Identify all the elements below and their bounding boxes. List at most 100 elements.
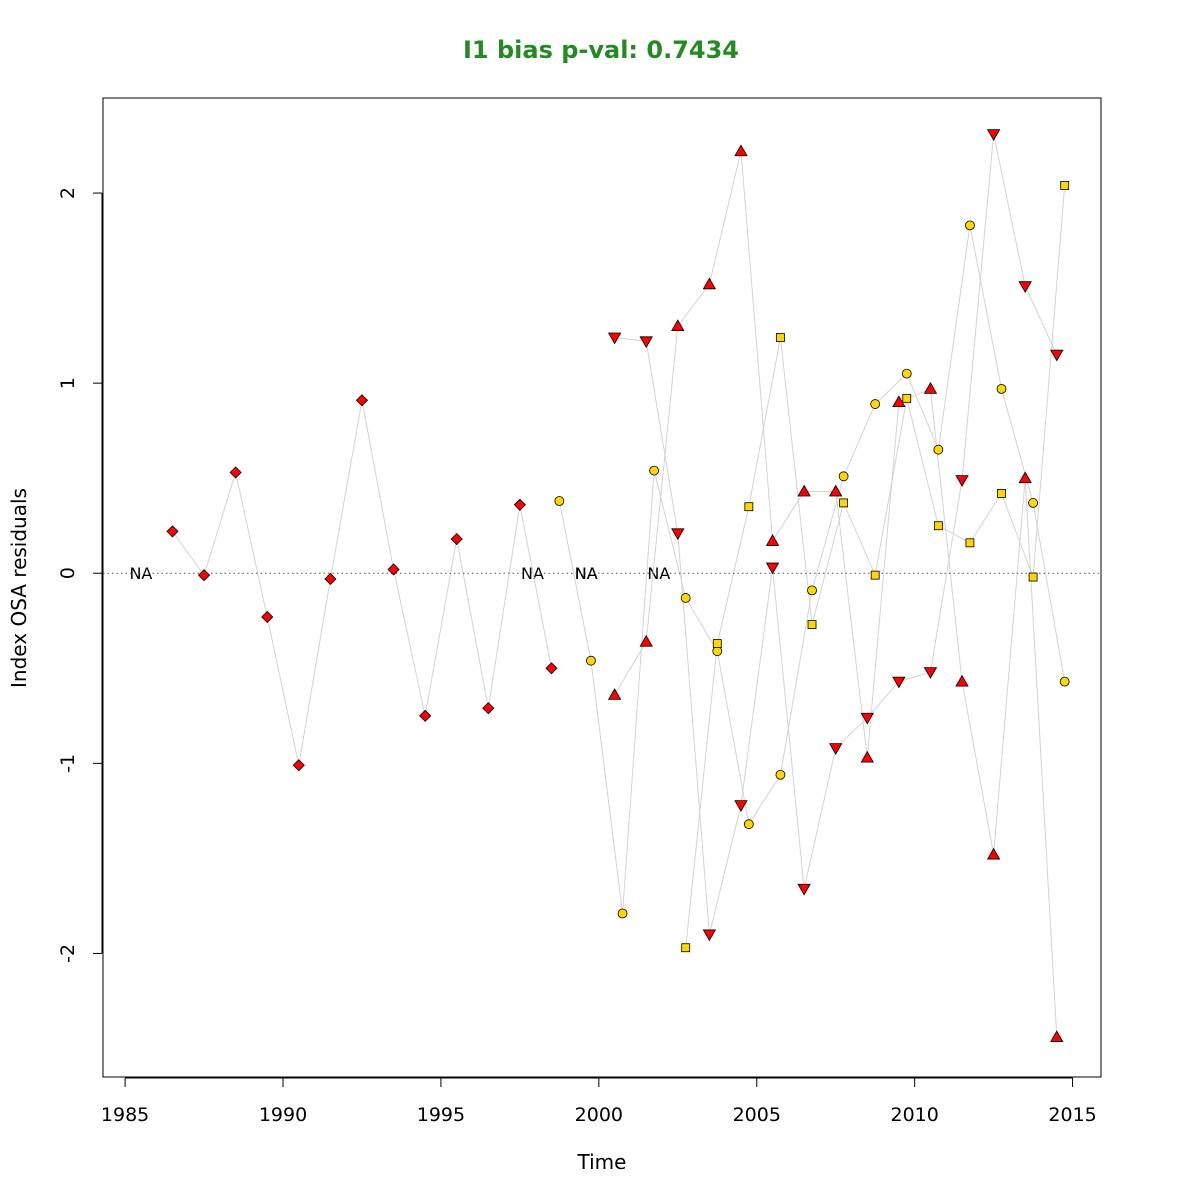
data-point-triangle-up (765, 534, 780, 546)
data-point-triangle-up (1050, 1030, 1064, 1042)
data-point-triangle-up (639, 634, 653, 647)
data-point-triangle-up (734, 144, 748, 157)
data-point-triangle-down (607, 332, 622, 345)
series-connector-circle (558, 225, 1066, 914)
data-point-triangle-down (1050, 349, 1064, 362)
data-point-square (870, 570, 880, 580)
data-point-triangle-up (892, 395, 906, 408)
data-point-diamond (229, 466, 242, 479)
data-point-triangle-up (955, 674, 969, 687)
data-point-square (807, 620, 817, 629)
x-axis-title: Time (577, 1150, 627, 1174)
data-point-triangle-down (923, 667, 938, 679)
data-point-diamond (292, 759, 305, 772)
data-point-circle (933, 444, 944, 455)
series-connector-diamond (172, 400, 552, 766)
data-point-triangle-down (639, 336, 653, 349)
data-point-circle (996, 383, 1007, 394)
data-point-square (965, 538, 975, 548)
data-point-triangle-down (860, 712, 874, 725)
data-point-circle (807, 585, 817, 596)
data-point-triangle-down (765, 562, 780, 575)
data-point-diamond (419, 709, 432, 722)
y-tick-label: 1 (57, 377, 79, 389)
data-point-diamond (324, 572, 337, 586)
y-axis: -2 -1 0 1 2 (57, 187, 103, 963)
data-point-square (902, 393, 912, 403)
data-point-square (1028, 572, 1038, 582)
y-tick-label: -1 (57, 754, 79, 773)
data-point-circle (870, 399, 881, 409)
data-point-triangle-up (797, 484, 811, 497)
y-tick-label: -2 (57, 944, 79, 963)
data-point-diamond (387, 563, 400, 576)
data-point-triangle-up (860, 750, 874, 763)
data-point-triangle-down (702, 929, 717, 942)
data-point-triangle-up (607, 688, 622, 700)
data-point-triangle-down (829, 743, 843, 755)
data-point-triangle-up (1018, 471, 1032, 484)
data-point-square (776, 333, 785, 342)
x-tick-label: 1990 (259, 1104, 307, 1126)
chart-title: I1 bias p-val: 0.7434 (463, 36, 739, 64)
data-point-circle (1059, 676, 1070, 687)
data-point-square (744, 502, 754, 512)
data-point-triangle-down (734, 800, 748, 812)
data-point-circle (554, 496, 565, 506)
data-point-diamond (513, 498, 526, 511)
data-point-circle (838, 471, 849, 482)
data-point-triangle-up (829, 484, 843, 497)
data-points (166, 129, 1070, 1042)
data-point-triangle-down (671, 528, 685, 541)
data-point-square (712, 639, 722, 648)
series-connector-square (685, 185, 1066, 948)
data-point-diamond (355, 394, 369, 407)
x-tick-label: 2010 (890, 1104, 938, 1126)
data-point-circle (649, 465, 660, 476)
na-label: NA (129, 564, 152, 583)
data-point-square (681, 943, 691, 953)
data-point-circle (712, 646, 723, 657)
data-point-circle (743, 819, 754, 830)
data-point-triangle-up (702, 277, 717, 290)
data-point-triangle-up (671, 319, 685, 332)
na-label: NA (521, 564, 544, 583)
data-point-triangle-down (892, 676, 906, 689)
data-point-circle (775, 769, 786, 780)
series-connector-triangle-up (614, 151, 1058, 1038)
data-point-circle (617, 908, 628, 919)
data-point-circle (965, 220, 975, 231)
data-point-diamond (450, 532, 463, 546)
na-label: NA (575, 564, 598, 583)
y-tick-label: 2 (57, 187, 79, 199)
data-point-square (1060, 181, 1070, 190)
data-point-triangle-up (986, 847, 1001, 860)
x-tick-label: 2000 (575, 1104, 623, 1126)
data-point-triangle-down (955, 475, 969, 487)
na-label: NA (575, 564, 598, 583)
data-point-diamond (197, 569, 211, 582)
y-axis-title: Index OSA residuals (7, 488, 31, 688)
connector-lines (172, 134, 1066, 1038)
plot-frame (102, 97, 1102, 1078)
data-point-circle (1028, 498, 1038, 508)
data-point-square (933, 521, 943, 531)
data-point-square (997, 489, 1006, 498)
x-axis: 1985 1990 1995 2000 2005 2010 2015 (101, 1077, 1097, 1126)
data-point-triangle-down (986, 129, 1001, 141)
x-tick-label: 1985 (101, 1104, 149, 1126)
data-point-triangle-up (923, 382, 938, 394)
y-tick-label: 0 (57, 567, 79, 579)
data-point-circle (680, 593, 691, 603)
data-point-diamond (261, 610, 274, 624)
data-point-triangle-down (1018, 281, 1032, 294)
data-point-triangle-down (797, 883, 811, 896)
data-point-circle (586, 655, 596, 666)
x-tick-label: 1995 (417, 1104, 465, 1126)
data-point-circle (901, 368, 912, 379)
x-tick-label: 2015 (1048, 1104, 1096, 1126)
data-point-diamond (545, 662, 558, 675)
data-point-diamond (166, 525, 179, 538)
